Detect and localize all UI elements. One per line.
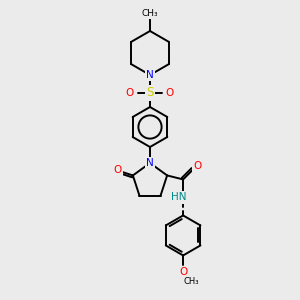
Text: O: O: [166, 88, 174, 98]
Text: O: O: [193, 161, 201, 171]
Text: O: O: [126, 88, 134, 98]
Text: O: O: [179, 267, 187, 278]
Text: HN: HN: [171, 192, 187, 203]
Text: N: N: [146, 158, 154, 168]
Text: S: S: [146, 86, 154, 100]
Text: CH₃: CH₃: [142, 8, 158, 17]
Text: N: N: [146, 70, 154, 80]
Text: CH₃: CH₃: [183, 277, 199, 286]
Text: O: O: [113, 165, 122, 175]
